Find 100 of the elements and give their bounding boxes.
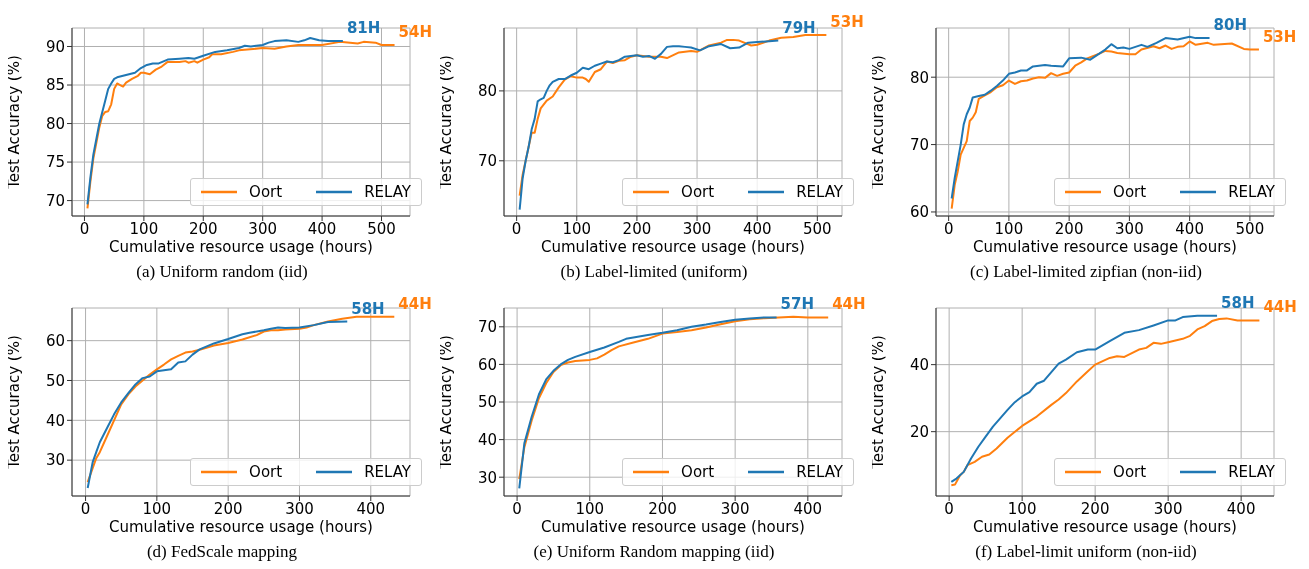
x-tick-label: 500 [803, 219, 832, 238]
x-tick-label: 400 [356, 499, 386, 518]
legend-label: RELAY [364, 463, 411, 481]
x-tick-label: 200 [188, 219, 218, 238]
legend-label: Oort [249, 463, 283, 481]
x-tick-label: 400 [793, 499, 823, 518]
x-tick-label: 100 [142, 499, 172, 518]
x-tick-label: 400 [1226, 499, 1256, 518]
x-axis-title: Cumulative resource usage (hours) [541, 518, 805, 536]
x-tick-label: 500 [1235, 219, 1265, 238]
x-tick-label: 400 [742, 219, 772, 238]
legend-label: RELAY [796, 183, 843, 201]
x-tick-label: 100 [994, 219, 1024, 238]
y-tick-label: 80 [45, 114, 65, 133]
legend-label: Oort [1113, 183, 1147, 201]
annotation: 53H [1262, 27, 1297, 46]
legend-label: RELAY [1228, 183, 1275, 201]
y-tick-label: 20 [909, 422, 929, 441]
y-tick-label: 85 [45, 76, 65, 95]
text: (b) Label-limited (uniform) [559, 262, 749, 282]
annotation: 44H [398, 294, 432, 313]
y-axis-title: Test Accuracy (%) [5, 335, 24, 470]
annotation: 54H [398, 22, 432, 41]
legend-label: Oort [681, 463, 715, 481]
x-tick-label: 100 [129, 219, 159, 238]
legend-label: RELAY [364, 183, 411, 201]
line-series [518, 316, 778, 490]
y-tick-label: 70 [477, 152, 497, 171]
x-tick-label: 300 [248, 219, 277, 238]
y-tick-label: 80 [477, 82, 497, 101]
legend-label: RELAY [796, 463, 843, 481]
y-tick-label: 70 [477, 318, 497, 337]
x-tick-label: 200 [622, 219, 652, 238]
legend-label: Oort [1113, 463, 1147, 481]
x-tick-label: 0 [511, 219, 522, 238]
annotation: 57H [780, 295, 815, 314]
x-tick-label: 100 [562, 219, 592, 238]
x-tick-label: 0 [943, 219, 954, 238]
annotation: 44H [832, 295, 866, 314]
line-series [86, 37, 344, 206]
x-tick-label: 0 [80, 499, 91, 518]
y-tick-label: 40 [477, 430, 497, 449]
annotation: 80H [1213, 16, 1247, 35]
x-axis-title: Cumulative resource usage (hours) [541, 238, 805, 256]
y-axis-title: Test Accuracy (%) [437, 55, 456, 190]
x-tick-label: 200 [648, 499, 677, 518]
text: (a) Uniform random (iid) [135, 262, 309, 282]
text: (e) Uniform Random mapping (iid) [532, 542, 776, 562]
x-tick-label: 300 [1115, 219, 1144, 238]
x-tick-label: 400 [1175, 219, 1204, 238]
y-tick-label: 40 [45, 411, 65, 430]
y-tick-label: 60 [909, 203, 929, 222]
x-tick-label: 0 [79, 219, 90, 238]
annotation: 58H [351, 299, 385, 318]
x-tick-label: 0 [512, 499, 522, 518]
y-axis-title: Test Accuracy (%) [869, 335, 888, 470]
x-axis-title: Cumulative resource usage (hours) [109, 238, 373, 256]
x-tick-label: 100 [1007, 499, 1037, 518]
line-series [86, 320, 349, 490]
y-axis-title: Test Accuracy (%) [869, 55, 888, 190]
y-tick-label: 50 [45, 371, 65, 390]
x-tick-label: 100 [575, 499, 605, 518]
annotation: 79H [782, 18, 816, 37]
y-tick-label: 50 [477, 393, 497, 412]
x-axis-title: Cumulative resource usage (hours) [973, 238, 1237, 256]
x-axis-title: Cumulative resource usage (hours) [973, 518, 1237, 536]
x-tick-label: 300 [682, 219, 712, 238]
annotation: 58H [1221, 293, 1255, 312]
x-tick-label: 200 [1054, 219, 1084, 238]
y-axis-title: Test Accuracy (%) [5, 55, 24, 190]
x-tick-label: 300 [720, 499, 750, 518]
y-tick-label: 60 [45, 331, 65, 350]
x-tick-label: 400 [307, 219, 337, 238]
y-tick-label: 60 [477, 355, 497, 374]
x-tick-label: 200 [1080, 499, 1110, 518]
legend-label: Oort [249, 183, 283, 201]
annotation: 44H [1263, 298, 1297, 317]
x-tick-label: 300 [285, 499, 314, 518]
y-tick-label: 90 [45, 37, 65, 56]
x-tick-label: 200 [213, 499, 243, 518]
text: (c) Label-limited zipfian (non-iid) [969, 262, 1203, 282]
line-series [950, 314, 1219, 483]
y-tick-label: 70 [45, 191, 65, 210]
text: (f) Label-limit uniform (non-iid) [974, 542, 1198, 562]
y-tick-label: 30 [45, 451, 65, 470]
y-tick-label: 75 [45, 153, 65, 172]
annotation: 81H [346, 19, 381, 38]
line-series [518, 39, 780, 211]
text: (d) FedScale mapping [145, 542, 299, 562]
x-tick-label: 300 [1153, 499, 1183, 518]
line-series [950, 35, 1211, 200]
legend-label: RELAY [1228, 463, 1275, 481]
annotation: 53H [830, 12, 864, 31]
y-tick-label: 30 [477, 468, 497, 487]
y-tick-label: 70 [909, 135, 929, 154]
x-tick-label: 0 [944, 499, 954, 518]
x-axis-title: Cumulative resource usage (hours) [109, 518, 373, 536]
y-tick-label: 40 [909, 355, 929, 374]
legend-label: Oort [681, 183, 715, 201]
y-tick-label: 80 [909, 68, 929, 87]
